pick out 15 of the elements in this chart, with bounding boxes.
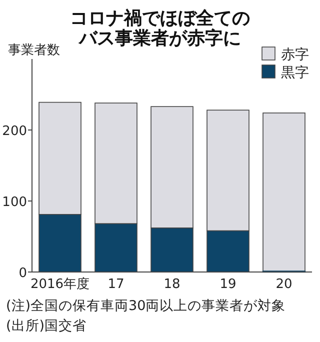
x-tick-label: 18 [164,277,180,292]
y-axis-title: 事業者数 [8,43,60,58]
legend-label: 黒字 [281,65,309,81]
x-tick-label: 20 [276,277,292,292]
y-tick-label: 0 [18,266,27,281]
y-tick-label: 100 [2,195,27,210]
x-tick-label: 17 [108,277,124,292]
x-tick-label: 19 [220,277,236,292]
text: (注)全国の保有車両30両以上の事業者が対象 [6,298,286,314]
chart-subtitle: バス事業者が赤字に [78,28,241,49]
x-tick-label: 2016年度 [30,276,90,292]
y-tick-label: 200 [2,124,27,139]
chart-title: コロナ禍でほぼ全ての [70,8,250,29]
text: (出所)国交省 [6,318,87,334]
legend-label: 赤字 [281,47,309,63]
